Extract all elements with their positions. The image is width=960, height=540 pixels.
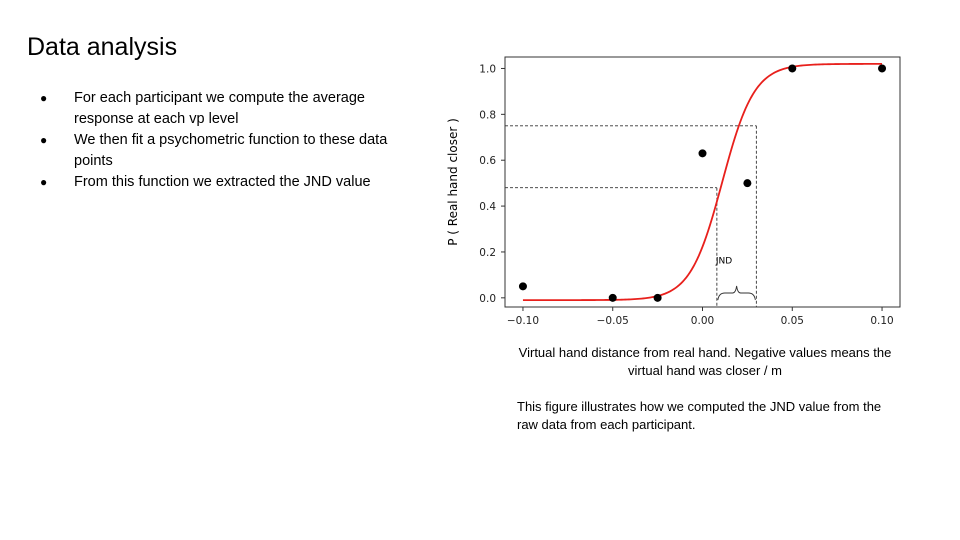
y-tick-label: 0.0 — [479, 293, 496, 305]
plot-frame — [504, 56, 901, 308]
figure-caption: This figure illustrates how we computed … — [517, 399, 882, 432]
bullet-text: For each participant we compute the aver… — [74, 90, 365, 127]
psychometric-chart: −0.10 −0.05 0.00 0.05 0.10 0.0 0.2 0.4 0.6 0.8 1.0… — [446, 56, 901, 327]
data-point — [698, 149, 707, 158]
x-tick-label: −0.05 — [597, 315, 629, 327]
data-point — [788, 64, 797, 73]
y-tick-label: 0.6 — [479, 155, 496, 167]
bullet-list: ● For each participant we compute the av… — [40, 88, 420, 193]
bullet-item: ● From this function we extracted the JN… — [40, 172, 420, 193]
bullet-dot-icon: ● — [40, 91, 48, 105]
y-tick-label: 0.2 — [479, 247, 496, 259]
y-axis-label: P ( Real hand closer ) — [446, 118, 460, 246]
bullet-dot-icon: ● — [40, 133, 48, 147]
data-point — [653, 293, 662, 302]
data-point — [608, 293, 617, 302]
bullet-text: We then fit a psychometric function to t… — [74, 132, 388, 169]
x-tick-label: −0.10 — [507, 315, 539, 327]
y-tick-label: 0.8 — [479, 109, 496, 121]
page-title: Data analysis — [27, 33, 178, 61]
bullet-dot-icon: ● — [40, 175, 48, 189]
bullet-item: ● For each participant we compute the av… — [40, 88, 420, 130]
bullet-item: ● We then fit a psychometric function to… — [40, 130, 420, 172]
y-tick-label: 0.4 — [479, 201, 496, 213]
chart-x-axis-label: Virtual hand distance from real hand. Ne… — [518, 345, 892, 378]
data-point — [743, 179, 752, 188]
x-tick-label: 0.00 — [691, 315, 714, 327]
x-tick-label: 0.10 — [870, 315, 893, 327]
bullet-text: From this function we extracted the JND … — [74, 174, 371, 190]
y-tick-label: 1.0 — [479, 63, 496, 75]
fit-curve-line — [522, 62, 883, 302]
data-point — [878, 64, 887, 73]
x-tick-label: 0.05 — [781, 315, 804, 327]
data-point — [518, 282, 527, 291]
jnd-brace — [717, 285, 756, 301]
jnd-annotation: JND — [715, 256, 732, 266]
